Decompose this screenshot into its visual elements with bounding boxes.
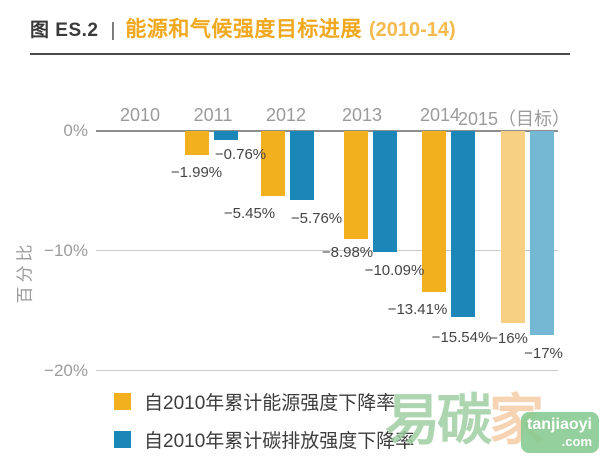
bar-energy-2011 [184,131,209,155]
bar-value-label: −8.98% [321,244,374,261]
bar-value-label: −10.09% [364,262,425,279]
legend-item-energy: 自2010年累计能源强度下降率 [114,388,414,415]
legend-label-carbon: 自2010年累计碳排放强度下降率 [144,431,415,452]
y-axis-tick-label: 0% [63,121,88,140]
legend-item-carbon: 自2010年累计碳排放强度下降率 [114,426,414,453]
y-axis-tick-label: −20% [44,361,88,380]
legend-swatch-energy [114,393,131,410]
gridline [96,130,558,132]
bar-carbon-2014 [450,131,475,317]
bar-value-label: −16% [489,330,528,347]
gridline [96,370,558,371]
x-axis-label: 2012 [265,105,307,125]
bar-carbon-2011 [213,131,238,140]
legend-label-energy: 自2010年累计能源强度下降率 [144,393,396,414]
bar-value-label: −5.76% [290,210,343,227]
bar-value-label: −13.41% [387,301,448,318]
page-title: 能源和气候强度目标进展 [125,18,362,41]
bar-energy-2012 [260,131,285,196]
header-divider [30,53,570,55]
figure-header: 图 ES.2 | 能源和气候强度目标进展 (2010-14) [30,13,456,43]
legend-swatch-carbon [114,431,131,448]
x-axis-label: 2013 [341,105,383,125]
bar-carbon-2013 [372,131,397,252]
bar-energy-2014 [421,131,446,292]
gridline [96,250,558,251]
y-axis-tick-label: −10% [44,241,88,260]
bar-value-label: −0.76% [214,146,267,163]
chart-legend: 自2010年累计能源强度下降率 自2010年累计碳排放强度下降率 [114,388,414,458]
bar-energy-2015 [500,131,525,323]
bar-carbon-2012 [289,131,314,200]
header-separator: | [110,20,116,41]
x-axis-label: 2011 [193,105,233,125]
x-axis-label: 2010 [119,105,161,125]
bar-energy-2013 [343,131,368,239]
bar-value-label: −1.99% [170,164,223,181]
bar-value-label: −17% [524,345,563,362]
x-axis-label: 2014 [419,105,461,125]
page-title-period: (2010-14) [368,19,456,41]
figure-label: 图 ES.2 [30,20,99,41]
x-axis-label: 2015（目标） [457,109,571,129]
bar-value-label: −5.45% [223,205,276,222]
bar-value-label: −15.54% [431,329,492,346]
bar-carbon-2015 [529,131,554,335]
